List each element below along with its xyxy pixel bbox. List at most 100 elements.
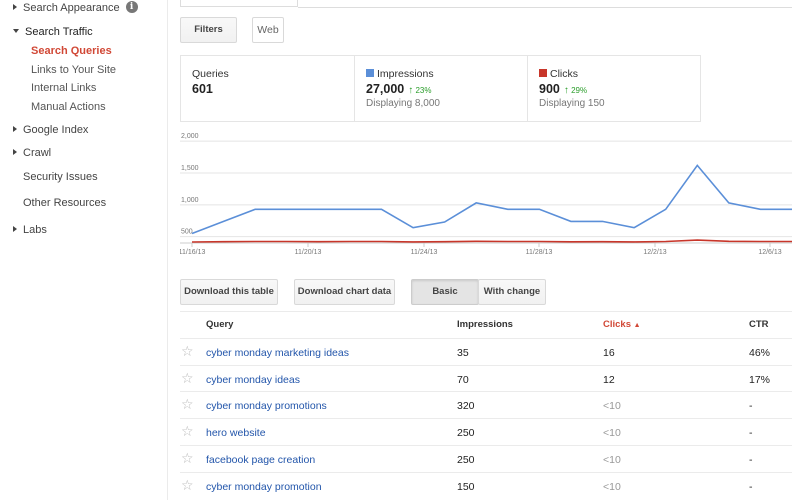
metric-queries: Queries 601 [181,56,354,121]
query-link[interactable]: cyber monday ideas [206,373,300,386]
col-ctr-header[interactable]: CTR [749,319,769,330]
nav-search-appearance[interactable]: Search Appearance i [13,1,138,14]
series-line-clicks [191,239,792,243]
metric-clicks-value-wrap: 900 ↑ 29% [539,82,587,96]
ctr-cell: - [749,427,753,440]
impressions-cell: 250 [457,453,475,466]
x-tick-label: 12/2/13 [643,249,666,256]
impressions-swatch [366,69,374,78]
metric-impressions[interactable]: Impressions 27,000 ↑ 23% Displaying 8,000 [354,56,527,121]
table-row: ☆ cyber monday promotion 150 <10 - [180,471,792,499]
download-table-button[interactable]: Download this table [180,279,278,305]
nav-manual-actions[interactable]: Manual Actions [31,101,106,113]
metric-impressions-label-wrap: Impressions [366,68,434,80]
query-link[interactable]: cyber monday marketing ideas [206,347,349,359]
x-tick-label: 11/16/13 [180,249,205,256]
metric-clicks-label: Clicks [550,68,578,80]
query-link[interactable]: hero website [206,427,266,440]
query-link[interactable]: facebook page creation [206,453,316,466]
nav-google-index-label: Google Index [23,124,89,136]
impressions-cell: 150 [457,480,475,493]
ctr-cell: 17% [749,373,771,386]
nav-search-traffic[interactable]: Search Traffic [13,26,93,38]
tab-active[interactable] [180,0,298,7]
table-row: ☆ cyber monday marketing ideas 35 16 46% [180,338,792,365]
metric-clicks-value: 900 [539,82,560,96]
star-icon[interactable]: ☆ [181,449,194,466]
ctr-cell: - [749,480,753,493]
info-icon[interactable]: i [125,1,138,14]
clicks-cell: <10 [603,400,621,413]
arrow-up-icon: ↑ [408,85,414,96]
ctr-cell: - [749,400,753,413]
table-row: ☆ facebook page creation 250 <10 - [180,444,792,472]
sort-ascending-icon: ▲ [633,322,641,329]
query-link[interactable]: cyber monday promotions [206,400,327,413]
nav-security-issues[interactable]: Security Issues [23,171,98,183]
chevron-down-icon [13,29,19,34]
x-tick-label: 12/6/13 [758,249,781,256]
metric-clicks-change-wrap: ↑ 29% [563,85,587,96]
star-icon[interactable]: ☆ [181,423,194,440]
impressions-cell: 320 [457,400,475,413]
chevron-right-icon [13,4,17,11]
star-icon[interactable]: ☆ [181,476,194,493]
impressions-cell: 70 [457,373,469,386]
nav-google-index[interactable]: Google Index [13,124,88,136]
nav-labs-label: Labs [23,224,47,236]
arrow-up-icon: ↑ [563,85,569,96]
impressions-cell: 250 [457,427,475,440]
metric-queries-value: 601 [192,82,213,96]
ctr-cell: - [749,453,753,466]
x-tick-label: 11/24/13 [411,249,438,256]
metrics-summary: Queries 601 Impressions 27,000 ↑ 23% Disp… [180,55,701,122]
table-row: ☆ cyber monday promotions 320 <10 - [180,391,792,418]
clicks-cell: <10 [603,453,621,466]
nav-search-queries[interactable]: Search Queries [31,45,112,57]
table-row: ☆ hero website 250 <10 - [180,418,792,445]
view-basic-toggle[interactable]: Basic [411,279,479,305]
metric-clicks-displaying: Displaying 150 [539,98,605,109]
clicks-cell: 16 [603,347,615,359]
search-type-web[interactable]: Web [252,17,284,43]
query-link[interactable]: cyber monday promotion [206,480,322,493]
col-clicks-header[interactable]: Clicks ▲ [603,319,641,330]
col-clicks-header-label: Clicks [603,319,631,330]
clicks-cell: <10 [603,480,621,493]
chevron-right-icon [13,226,17,233]
nav-internal-links[interactable]: Internal Links [31,82,97,94]
metric-impressions-change-wrap: ↑ 23% [408,85,432,96]
x-tick-label: 11/28/13 [526,249,553,256]
metric-impressions-displaying: Displaying 8,000 [366,98,440,109]
nav-crawl-label: Crawl [23,147,52,159]
y-tick-label: 500 [181,229,193,236]
nav-search-appearance-label: Search Appearance [23,2,120,14]
col-query-header[interactable]: Query [206,319,234,330]
nav-search-traffic-label: Search Traffic [25,26,93,38]
nav-crawl[interactable]: Crawl [13,147,51,159]
metric-impressions-change: 23% [415,86,432,95]
clicks-cell: <10 [603,427,621,440]
star-icon[interactable]: ☆ [181,396,194,413]
metric-clicks[interactable]: Clicks 900 ↑ 29% Displaying 150 [527,56,700,121]
y-tick-label: 2,000 [181,133,199,140]
tab-strip [180,0,792,8]
filters-button[interactable]: Filters [180,17,237,43]
series-line-impressions [191,164,792,235]
view-with-change-toggle[interactable]: With change [478,279,546,305]
chevron-right-icon [13,149,17,156]
chevron-right-icon [13,126,17,133]
download-chart-data-button[interactable]: Download chart data [294,279,395,305]
y-tick-label: 1,500 [181,165,199,172]
star-icon[interactable]: ☆ [181,369,194,386]
nav-other-resources[interactable]: Other Resources [23,197,107,209]
sidebar-nav: Search Appearance i Search Traffic Search… [0,0,168,500]
x-tick-label: 11/20/13 [295,249,322,256]
nav-links-to-your-site[interactable]: Links to Your Site [31,64,117,76]
col-impressions-header[interactable]: Impressions [457,319,513,330]
star-icon[interactable]: ☆ [181,343,194,359]
metric-impressions-value-wrap: 27,000 ↑ 23% [366,82,431,96]
nav-labs[interactable]: Labs [13,224,47,236]
clicks-cell: 12 [603,373,615,386]
impressions-clicks-chart[interactable]: 2,000 1,500 1,000 500 11/16/13 11/20/13 11/24/… [180,132,792,262]
